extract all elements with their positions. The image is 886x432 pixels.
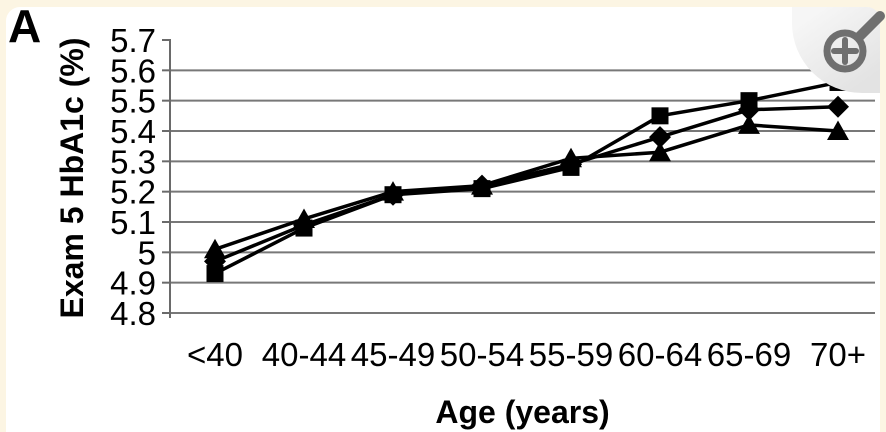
y-tick-label: 5.3 — [110, 143, 156, 180]
triangle-marker — [738, 114, 760, 134]
line-square-series — [214, 80, 839, 276]
zoom-in-button[interactable] — [792, 7, 885, 93]
x-axis-title: Age (years) — [435, 394, 610, 430]
triangle-marker — [560, 147, 582, 168]
x-tick-label: 70+ — [810, 336, 866, 373]
y-tick-label: 5.4 — [110, 113, 156, 150]
y-tick-label: 5 — [138, 234, 156, 271]
triangle-marker — [293, 208, 315, 228]
square-marker — [651, 107, 669, 125]
y-tick-label: 4.9 — [110, 265, 156, 302]
x-tick-label: 55-59 — [529, 336, 613, 373]
x-tick-label: 60-64 — [618, 336, 702, 373]
y-tick-label: 5.2 — [110, 174, 156, 211]
y-axis-title: Exam 5 HbA1c (%) — [54, 37, 90, 319]
diamond-marker — [827, 95, 849, 118]
panel-label: A — [8, 0, 42, 52]
magnifier-plus-icon — [823, 11, 885, 73]
line-triangle-series — [214, 123, 839, 251]
x-tick-label: 65-69 — [707, 336, 791, 373]
triangle-marker — [204, 238, 226, 259]
x-tick-label: 40-44 — [262, 336, 346, 373]
diamond-marker — [649, 126, 671, 149]
line-diamond-series — [214, 104, 839, 264]
x-tick-label: <40 — [187, 336, 243, 373]
x-tick-label: 45-49 — [351, 336, 435, 373]
y-tick-label: 5.6 — [110, 52, 156, 89]
diamond-marker — [738, 98, 760, 121]
y-tick-label: 5.1 — [110, 204, 156, 241]
triangle-marker — [382, 181, 404, 201]
triangle-marker — [827, 120, 849, 140]
triangle-marker — [649, 141, 671, 162]
y-tick-label: 5.5 — [110, 83, 156, 120]
x-tick-label: 50-54 — [440, 336, 524, 373]
square-marker — [206, 265, 224, 283]
y-tick-label: 5.7 — [110, 22, 156, 59]
figure-card — [6, 7, 880, 432]
triangle-marker — [471, 175, 493, 195]
y-tick-label: 4.8 — [110, 295, 156, 332]
